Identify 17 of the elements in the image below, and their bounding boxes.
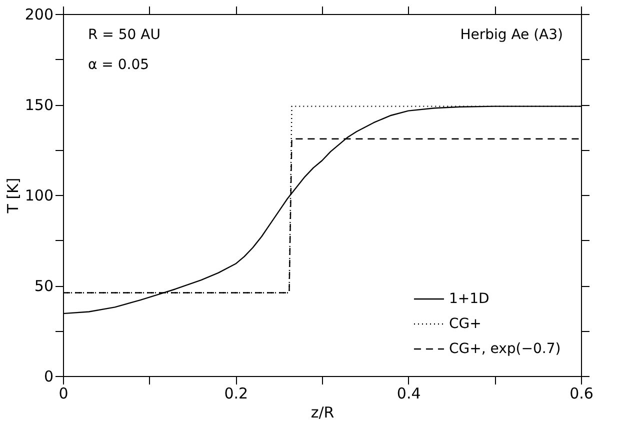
y-tick-label: 0 [44,368,54,386]
x-tick-label: 0.2 [224,384,248,402]
x-tick-label: 0 [58,384,68,402]
x-tick-label: 0.4 [396,384,421,402]
y-tick-label: 50 [34,277,54,295]
x-tick-label: 0.6 [570,384,594,402]
legend-label: 1+1D [449,291,490,307]
y-tick-label: 200 [24,6,54,24]
annotation: R = 50 AU [88,27,160,43]
x-axis-title: z/R [310,404,334,422]
legend-label: CG+ [449,316,482,332]
annotation: α = 0.05 [88,57,150,73]
annotation: Herbig Ae (A3) [460,27,563,43]
y-tick-label: 100 [24,186,54,204]
y-axis-title: T [K] [4,178,22,214]
y-tick-label: 150 [24,96,54,114]
legend-label: CG+, exp(−0.7) [449,341,561,357]
